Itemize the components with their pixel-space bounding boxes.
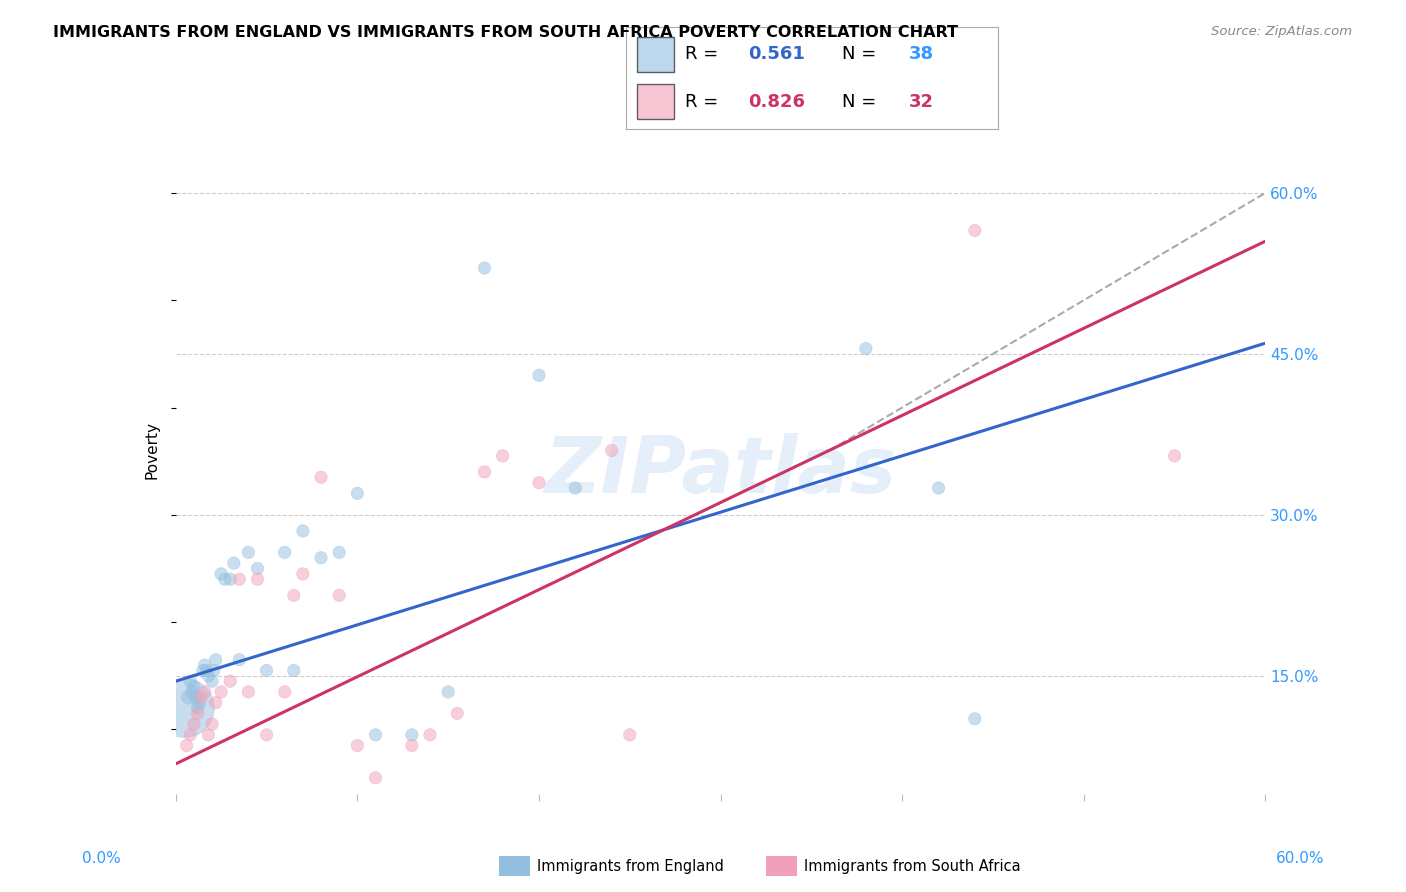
Point (364, 771, 387, 785)
Text: 32: 32 (908, 93, 934, 111)
Point (600, 443, 623, 458)
FancyBboxPatch shape (637, 84, 673, 119)
Point (214, 572, 236, 586)
Point (188, 696, 211, 710)
Point (291, 524, 314, 538)
Point (474, 260, 496, 275)
Text: 0.826: 0.826 (748, 93, 806, 111)
Point (228, 572, 250, 586)
Point (246, 561, 269, 575)
Point (291, 566, 314, 581)
Point (328, 588, 350, 602)
Text: ZIPatlas: ZIPatlas (544, 433, 897, 509)
Point (202, 664, 225, 678)
Text: R =: R = (685, 93, 724, 111)
Point (181, 685, 204, 699)
Point (256, 664, 278, 678)
Point (191, 664, 214, 678)
Point (201, 674, 224, 689)
Point (209, 566, 232, 581)
Point (204, 696, 226, 710)
Point (928, 481, 950, 495)
Point (197, 728, 219, 742)
Text: 60.0%: 60.0% (1277, 851, 1324, 865)
Point (346, 486, 368, 500)
Text: N =: N = (842, 45, 882, 63)
Point (527, 475, 550, 490)
Point (183, 680, 205, 694)
Point (328, 545, 350, 559)
Point (222, 556, 245, 570)
Point (401, 739, 423, 753)
Point (527, 368, 550, 383)
Point (309, 550, 332, 565)
Point (179, 728, 201, 742)
Point (256, 728, 278, 742)
Text: 0.0%: 0.0% (82, 851, 121, 865)
Point (219, 674, 242, 689)
Point (1163, 449, 1185, 463)
Point (401, 728, 423, 742)
Point (186, 706, 209, 721)
Text: 0.561: 0.561 (748, 45, 806, 63)
Point (190, 690, 212, 705)
Point (492, 449, 515, 463)
Point (194, 658, 217, 673)
Point (195, 664, 218, 678)
Point (179, 674, 201, 689)
Text: Source: ZipAtlas.com: Source: ZipAtlas.com (1212, 25, 1353, 38)
Point (204, 653, 226, 667)
Point (855, 342, 877, 356)
Text: R =: R = (685, 45, 724, 63)
Y-axis label: Poverty: Poverty (145, 421, 160, 480)
FancyBboxPatch shape (637, 37, 673, 72)
Point (176, 739, 198, 753)
Point (474, 465, 496, 479)
Text: Immigrants from England: Immigrants from England (537, 859, 724, 873)
Point (238, 685, 260, 699)
Point (446, 706, 468, 721)
Point (238, 545, 260, 559)
Point (564, 481, 586, 495)
Point (173, 701, 195, 715)
Point (283, 588, 305, 602)
Point (183, 717, 205, 731)
Text: IMMIGRANTS FROM ENGLAND VS IMMIGRANTS FROM SOUTH AFRICA POVERTY CORRELATION CHAR: IMMIGRANTS FROM ENGLAND VS IMMIGRANTS FR… (53, 25, 959, 40)
Point (228, 653, 250, 667)
Point (346, 739, 368, 753)
Point (201, 717, 224, 731)
Point (186, 701, 209, 715)
Point (177, 690, 200, 705)
Point (364, 728, 387, 742)
Point (246, 572, 269, 586)
Text: Immigrants from South Africa: Immigrants from South Africa (804, 859, 1021, 873)
Point (283, 664, 305, 678)
Point (209, 685, 232, 699)
Point (963, 712, 986, 726)
Point (963, 223, 986, 237)
Point (219, 572, 242, 586)
Point (274, 685, 297, 699)
Point (437, 685, 460, 699)
Point (619, 728, 641, 742)
Text: N =: N = (842, 93, 882, 111)
Point (194, 685, 217, 699)
Point (274, 545, 297, 559)
Point (184, 690, 207, 705)
Point (197, 669, 219, 683)
Text: 38: 38 (908, 45, 934, 63)
Point (309, 470, 332, 484)
Point (419, 728, 441, 742)
